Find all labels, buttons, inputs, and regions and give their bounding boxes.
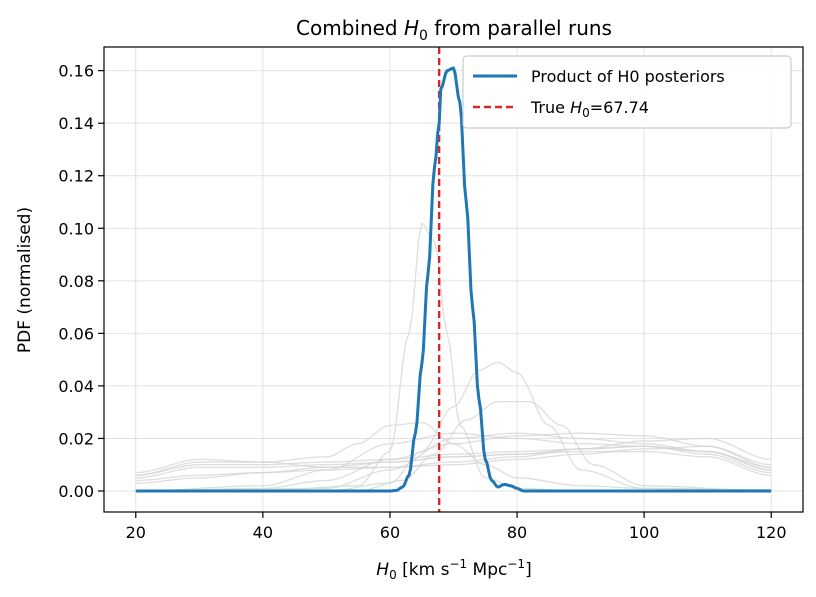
title-main: Combined [296,16,404,40]
title-rest: from parallel runs [428,16,612,40]
xlabel-b: Mpc [467,560,507,580]
title-sub: 0 [419,28,428,44]
legend-truth-var: H [570,98,582,117]
x-tick-label: 100 [629,523,660,542]
run-posterior-line [135,432,772,492]
legend-truth-label: True H0=67.74 [530,98,649,120]
plot-frame [103,46,804,513]
y-tick-label: 0.02 [58,429,94,448]
run-posterior-line [135,432,772,492]
y-tick-label: 0.06 [58,324,94,343]
xlabel-c: ] [525,560,532,580]
title-var: H [404,16,419,40]
y-axis-label: PDF (normalised) [15,207,35,353]
y-tick-label: 0.04 [58,377,94,396]
x-tick-label: 120 [756,523,787,542]
y-tick-label: 0.16 [58,62,94,81]
x-tick-label: 60 [380,523,400,542]
x-tick-label: 20 [126,523,146,542]
x-axis-label: H0 [km s−1 Mpc−1] [376,557,531,582]
legend-product-label: Product of H0 posteriors [531,67,725,86]
x-ticks: 20 40 60 80 100 120 [126,512,787,542]
legend-truth-pre: True [530,98,570,117]
xlabel-sup2: −1 [507,557,525,571]
legend-box [462,55,792,129]
x-tick-label: 40 [253,523,273,542]
legend: Product of H0 posteriors True H0=67.74 [462,55,792,129]
product-posterior-line [135,66,772,493]
y-tick-label: 0.14 [58,114,94,133]
chart-title: Combined H0 from parallel runs [296,16,612,44]
run-posterior-line [135,437,772,482]
y-tick-label: 0.10 [58,219,94,238]
y-ticks: 0.00 0.02 0.04 0.06 0.08 0.10 0.12 0.14 0.16 [58,62,104,501]
xlabel-sup1: −1 [449,557,467,571]
x-tick-label: 80 [507,523,527,542]
y-tick-label: 0.08 [58,272,94,291]
y-tick-label: 0.12 [58,167,94,186]
xlabel-a: [km s [397,560,450,580]
xlabel-sub: 0 [389,568,397,582]
y-tick-label: 0.00 [58,482,94,501]
xlabel-var: H [376,560,389,580]
legend-truth-post: =67.74 [590,98,649,117]
run-posterior-line [135,450,772,484]
run-posterior-line [135,432,772,492]
run-posterior-line [135,445,772,476]
legend-truth-sub: 0 [582,106,590,120]
